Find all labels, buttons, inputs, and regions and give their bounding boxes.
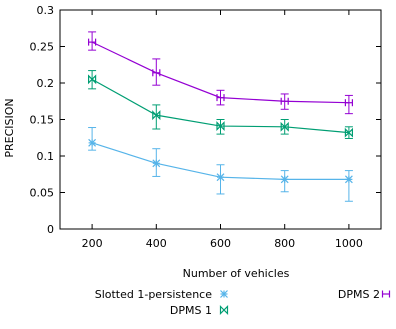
x-tick-label: 800: [274, 237, 295, 250]
y-tick-label: 0.2: [37, 77, 55, 90]
data-point: [280, 97, 289, 105]
legend-marker-1: [220, 290, 228, 298]
legend-label-1: Slotted 1-persistence: [95, 288, 212, 301]
y-tick-label: 0.15: [30, 114, 55, 127]
x-tick-label: 400: [146, 237, 167, 250]
y-tick-label: 0.25: [30, 41, 55, 54]
y-tick-label: 0.3: [37, 4, 55, 17]
y-tick-label: 0.1: [37, 150, 55, 163]
y-tick-label: 0.05: [30, 187, 55, 200]
data-point: [344, 175, 353, 184]
series-2: [88, 70, 353, 139]
data-point: [88, 74, 97, 85]
series-layer: [87, 31, 353, 202]
x-tick-label: 200: [82, 237, 103, 250]
legend-label-2: DPMS 1: [170, 304, 212, 317]
data-point: [87, 38, 97, 46]
data-point: [344, 99, 353, 107]
legend-marker-3: [381, 290, 391, 298]
data-point: [280, 121, 289, 132]
y-axis-label: PRECISION: [3, 98, 16, 157]
y-tick-label: 0: [47, 223, 54, 236]
legend-marker-2: [219, 305, 229, 315]
series-3: [87, 31, 353, 115]
data-point: [216, 94, 225, 102]
data-point: [152, 69, 161, 77]
legend: Slotted 1-persistence DPMS 1 DPMS 2: [95, 288, 391, 317]
axes: 0 0.05 0.1 0.15 0.2 0.25 0.3 200 400 600 800 1000: [30, 4, 382, 250]
data-point: [152, 110, 161, 121]
legend-label-3: DPMS 2: [338, 288, 380, 301]
data-point: [88, 138, 97, 147]
x-tick-label: 600: [210, 237, 231, 250]
data-point: [216, 173, 225, 182]
data-point: [280, 175, 289, 184]
series-1: [88, 127, 353, 202]
x-axis-label: Number of vehicles: [183, 267, 290, 280]
data-point: [152, 159, 161, 168]
x-tick-label: 1000: [335, 237, 363, 250]
data-point: [344, 127, 353, 138]
data-point: [216, 121, 225, 132]
